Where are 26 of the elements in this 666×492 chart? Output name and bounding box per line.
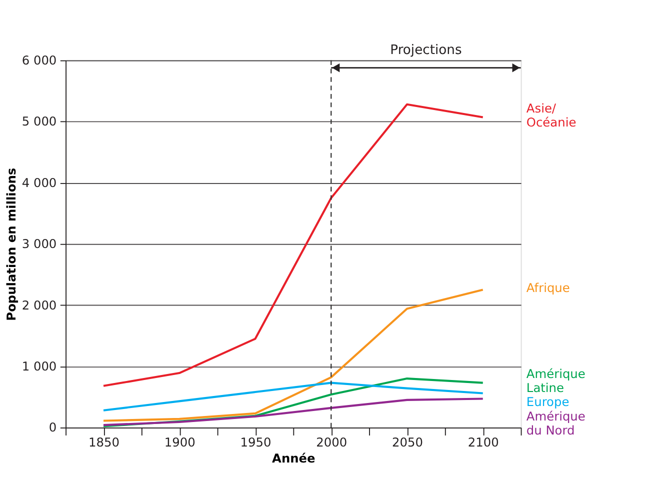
- y-tick-label: 0: [48, 420, 57, 435]
- text: Amérique du Nord: [526, 409, 586, 438]
- y-tick-label: 3 000: [22, 237, 57, 252]
- y-axis-title: Population en millions: [4, 168, 18, 321]
- y-tick-label: 4 000: [22, 176, 57, 190]
- x-tick-label: 2000: [316, 436, 348, 450]
- line-series: [102, 378, 484, 428]
- y-tick-label: 6 000: [22, 54, 57, 68]
- text: Asie/ Océanie: [526, 102, 576, 130]
- y-tick-label: 1 000: [22, 360, 57, 374]
- line-series: [102, 398, 484, 426]
- line-series: [102, 288, 484, 422]
- x-tick-label: 1850: [88, 436, 120, 450]
- x-tick-label: 2100: [468, 436, 499, 450]
- line-series: [102, 103, 484, 387]
- x-tick-label: 1950: [240, 436, 272, 450]
- x-tick-label: 2050: [392, 436, 423, 450]
- text: Europe: [526, 395, 570, 410]
- x-axis-title: Année: [272, 452, 316, 466]
- x-tick-label: 1900: [164, 436, 196, 450]
- text: Projections: [390, 42, 462, 58]
- y-tick-label: 5 000: [22, 114, 57, 129]
- y-tick-label: 2 000: [22, 298, 57, 312]
- text: Amérique Latine: [526, 367, 586, 396]
- text: Afrique: [526, 281, 570, 296]
- line-series: [102, 382, 484, 412]
